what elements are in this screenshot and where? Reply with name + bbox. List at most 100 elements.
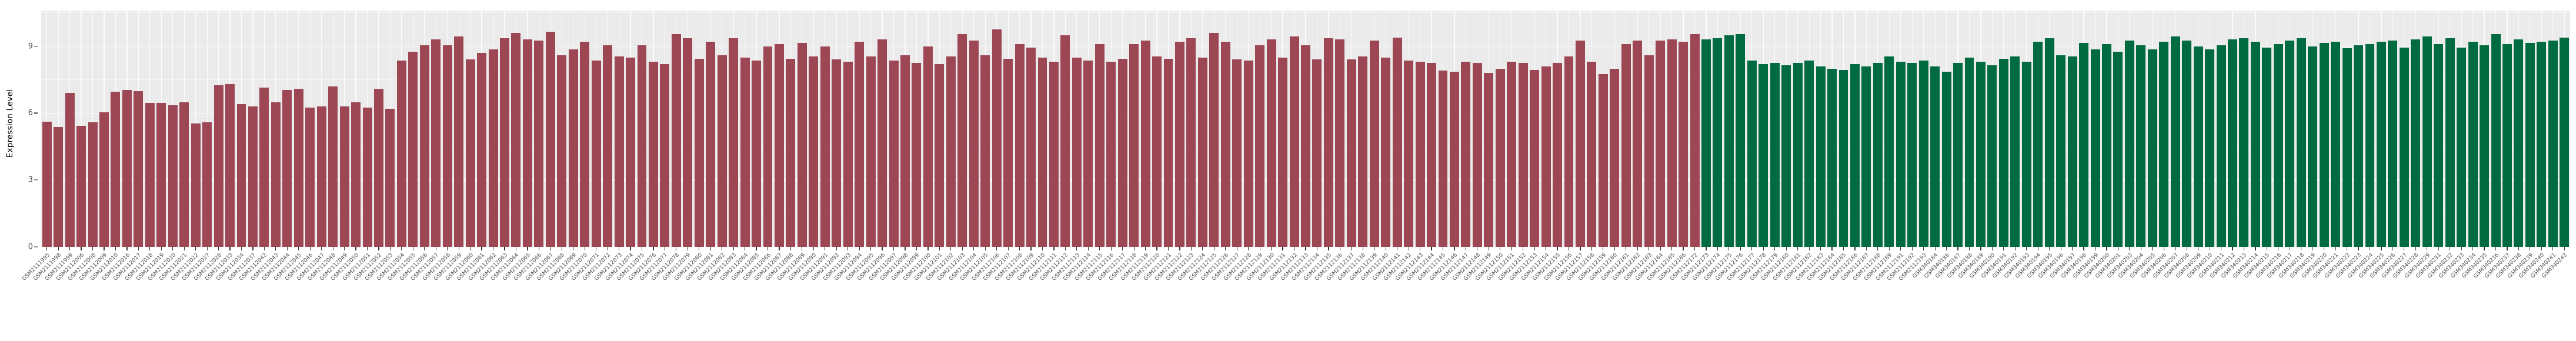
- bar[interactable]: [316, 106, 326, 247]
- bar[interactable]: [511, 32, 521, 247]
- bar[interactable]: [614, 56, 624, 247]
- bar[interactable]: [225, 84, 235, 247]
- bar[interactable]: [54, 126, 64, 247]
- bar[interactable]: [1941, 72, 1951, 247]
- bar[interactable]: [1427, 63, 1436, 247]
- bar[interactable]: [259, 87, 269, 247]
- bar[interactable]: [626, 57, 635, 247]
- bar[interactable]: [1083, 61, 1093, 247]
- bar[interactable]: [362, 107, 372, 247]
- bar[interactable]: [2228, 39, 2237, 247]
- bar[interactable]: [1690, 34, 1700, 247]
- bar[interactable]: [637, 45, 647, 247]
- bar[interactable]: [2079, 43, 2089, 247]
- bar[interactable]: [2308, 46, 2318, 247]
- bar[interactable]: [1404, 61, 1414, 247]
- bar[interactable]: [1644, 55, 1654, 247]
- bar[interactable]: [2239, 38, 2249, 247]
- bar[interactable]: [1747, 61, 1757, 247]
- bar[interactable]: [763, 46, 773, 247]
- bar[interactable]: [1587, 62, 1597, 247]
- bar[interactable]: [1976, 62, 1986, 247]
- bar[interactable]: [1174, 42, 1184, 247]
- bar[interactable]: [2468, 42, 2478, 247]
- bar[interactable]: [1907, 63, 1917, 247]
- bar[interactable]: [969, 41, 979, 247]
- bar[interactable]: [111, 92, 121, 247]
- bar[interactable]: [855, 42, 865, 247]
- bar[interactable]: [351, 102, 361, 247]
- bar[interactable]: [1323, 38, 1333, 247]
- bar[interactable]: [2491, 34, 2501, 247]
- bar[interactable]: [1289, 36, 1299, 247]
- bar[interactable]: [2296, 38, 2306, 247]
- bar[interactable]: [122, 89, 132, 247]
- bar[interactable]: [2216, 45, 2226, 247]
- bar[interactable]: [1953, 63, 1963, 247]
- bar[interactable]: [1495, 68, 1505, 247]
- bar[interactable]: [545, 32, 555, 247]
- bar[interactable]: [752, 61, 762, 247]
- bar[interactable]: [866, 56, 876, 247]
- bar[interactable]: [534, 41, 544, 247]
- bar[interactable]: [2525, 43, 2535, 247]
- bar[interactable]: [305, 107, 315, 247]
- bar[interactable]: [900, 55, 910, 247]
- bar[interactable]: [1918, 61, 1928, 247]
- bar[interactable]: [568, 49, 578, 247]
- bar[interactable]: [2319, 43, 2329, 247]
- bar[interactable]: [42, 121, 52, 247]
- bar[interactable]: [1759, 64, 1769, 247]
- bar[interactable]: [2182, 41, 2192, 247]
- bar[interactable]: [1186, 38, 1196, 247]
- bar[interactable]: [1220, 42, 1230, 247]
- bar[interactable]: [1335, 39, 1345, 247]
- bar[interactable]: [522, 39, 532, 247]
- bar[interactable]: [454, 36, 464, 247]
- bar[interactable]: [2021, 62, 2031, 247]
- bar[interactable]: [2331, 42, 2341, 247]
- bar[interactable]: [408, 52, 418, 247]
- bar[interactable]: [648, 62, 658, 247]
- bar[interactable]: [179, 102, 189, 247]
- bar[interactable]: [385, 108, 395, 247]
- bar[interactable]: [557, 55, 567, 247]
- bar[interactable]: [1850, 64, 1860, 247]
- bar[interactable]: [2445, 38, 2455, 247]
- bar[interactable]: [2044, 38, 2054, 247]
- bar[interactable]: [2434, 44, 2444, 247]
- bar[interactable]: [2262, 47, 2272, 247]
- bar[interactable]: [236, 104, 246, 247]
- bar[interactable]: [431, 39, 441, 247]
- bar[interactable]: [213, 85, 223, 247]
- bar[interactable]: [1838, 69, 1848, 247]
- bar[interactable]: [76, 126, 86, 247]
- bar[interactable]: [328, 86, 338, 247]
- bar[interactable]: [1312, 59, 1322, 247]
- bar[interactable]: [2457, 47, 2467, 247]
- bar[interactable]: [2102, 44, 2111, 247]
- bar[interactable]: [706, 42, 716, 247]
- bar[interactable]: [1140, 41, 1150, 247]
- bar[interactable]: [374, 88, 383, 247]
- bar[interactable]: [2147, 49, 2157, 247]
- bar[interactable]: [99, 112, 109, 247]
- bar[interactable]: [809, 56, 819, 247]
- bar[interactable]: [2033, 42, 2043, 247]
- bar[interactable]: [1472, 63, 1482, 247]
- bar[interactable]: [580, 42, 590, 247]
- bar[interactable]: [2560, 37, 2570, 247]
- bar[interactable]: [1541, 66, 1551, 247]
- bar[interactable]: [2399, 47, 2409, 247]
- bar[interactable]: [2124, 41, 2134, 247]
- bar[interactable]: [1072, 57, 1082, 247]
- bar[interactable]: [1621, 44, 1631, 247]
- bar[interactable]: [603, 45, 613, 247]
- bar[interactable]: [2273, 44, 2283, 247]
- bar[interactable]: [1346, 59, 1356, 247]
- bar[interactable]: [1873, 63, 1883, 247]
- bar[interactable]: [1060, 35, 1070, 247]
- bar[interactable]: [134, 91, 144, 247]
- bar[interactable]: [2502, 44, 2512, 247]
- bar[interactable]: [1804, 61, 1814, 247]
